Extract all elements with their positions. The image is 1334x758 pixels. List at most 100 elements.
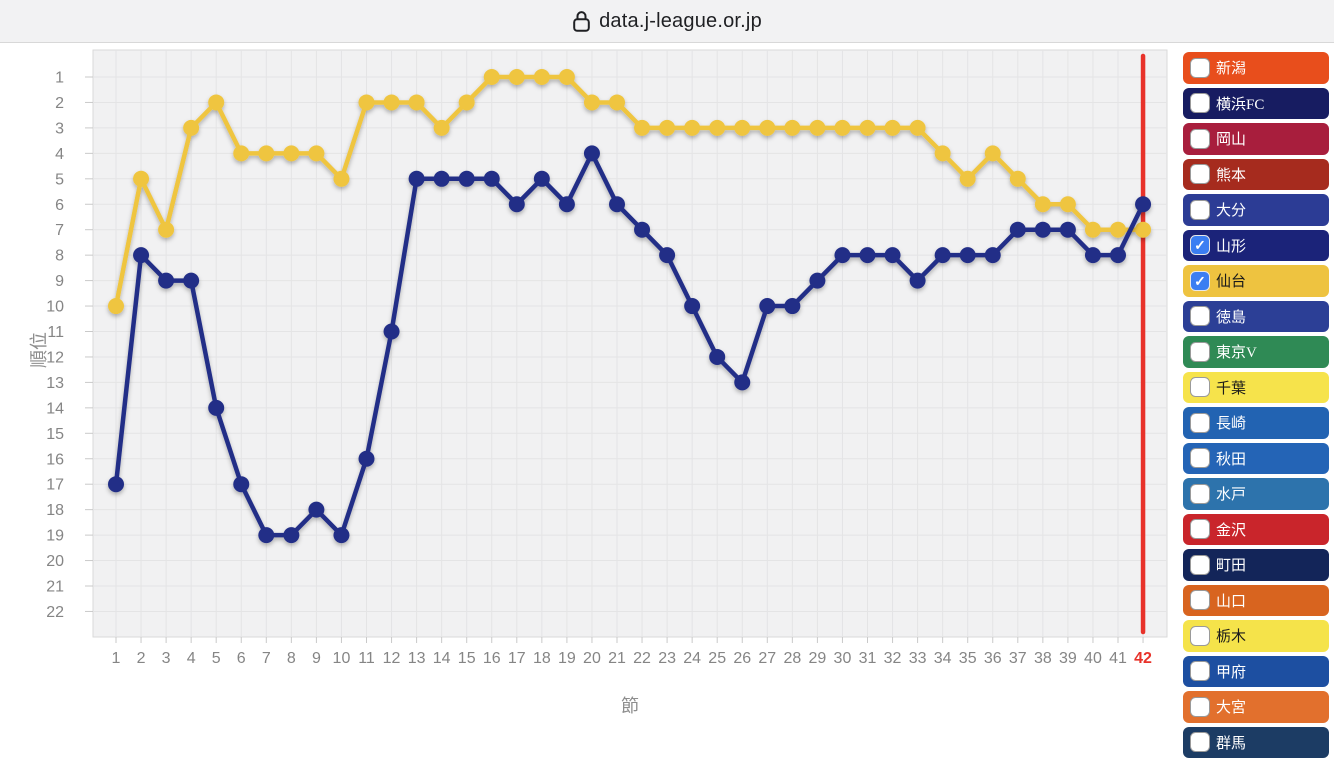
team-checkbox[interactable]: [1190, 590, 1210, 610]
legend-item[interactable]: 岡山: [1183, 123, 1329, 155]
data-point[interactable]: [1135, 196, 1151, 212]
legend-item[interactable]: 熊本: [1183, 159, 1329, 191]
data-point[interactable]: [283, 527, 299, 543]
data-point[interactable]: [409, 94, 425, 110]
data-point[interactable]: [1110, 222, 1126, 238]
data-point[interactable]: [384, 324, 400, 340]
legend-item[interactable]: 町田: [1183, 549, 1329, 581]
data-point[interactable]: [709, 349, 725, 365]
data-point[interactable]: [158, 222, 174, 238]
data-point[interactable]: [809, 120, 825, 136]
data-point[interactable]: [208, 400, 224, 416]
data-point[interactable]: [935, 247, 951, 263]
data-point[interactable]: [1035, 196, 1051, 212]
data-point[interactable]: [834, 120, 850, 136]
legend-item[interactable]: 秋田: [1183, 443, 1329, 475]
legend-item[interactable]: 大宮: [1183, 691, 1329, 723]
data-point[interactable]: [308, 145, 324, 161]
data-point[interactable]: [559, 196, 575, 212]
legend-item[interactable]: 東京V: [1183, 336, 1329, 368]
data-point[interactable]: [1085, 247, 1101, 263]
legend-item[interactable]: 徳島: [1183, 301, 1329, 333]
data-point[interactable]: [885, 120, 901, 136]
browser-address-bar[interactable]: data.j-league.or.jp: [0, 0, 1334, 43]
data-point[interactable]: [734, 374, 750, 390]
data-point[interactable]: [459, 171, 475, 187]
team-checkbox[interactable]: [1190, 129, 1210, 149]
data-point[interactable]: [183, 120, 199, 136]
team-checkbox-checked[interactable]: ✓: [1190, 271, 1210, 291]
data-point[interactable]: [158, 273, 174, 289]
team-checkbox[interactable]: [1190, 342, 1210, 362]
data-point[interactable]: [935, 145, 951, 161]
data-point[interactable]: [960, 171, 976, 187]
data-point[interactable]: [885, 247, 901, 263]
team-checkbox[interactable]: [1190, 519, 1210, 539]
data-point[interactable]: [910, 120, 926, 136]
data-point[interactable]: [133, 247, 149, 263]
data-point[interactable]: [484, 171, 500, 187]
team-checkbox[interactable]: [1190, 661, 1210, 681]
data-point[interactable]: [409, 171, 425, 187]
data-point[interactable]: [258, 527, 274, 543]
data-point[interactable]: [709, 120, 725, 136]
team-checkbox[interactable]: [1190, 413, 1210, 433]
data-point[interactable]: [659, 120, 675, 136]
team-checkbox[interactable]: [1190, 484, 1210, 504]
data-point[interactable]: [759, 120, 775, 136]
data-point[interactable]: [233, 145, 249, 161]
data-point[interactable]: [584, 94, 600, 110]
legend-item[interactable]: 長崎: [1183, 407, 1329, 439]
data-point[interactable]: [233, 476, 249, 492]
team-checkbox[interactable]: [1190, 164, 1210, 184]
data-point[interactable]: [283, 145, 299, 161]
data-point[interactable]: [809, 273, 825, 289]
data-point[interactable]: [584, 145, 600, 161]
data-point[interactable]: [359, 94, 375, 110]
data-point[interactable]: [1010, 171, 1026, 187]
legend-item[interactable]: 大分: [1183, 194, 1329, 226]
data-point[interactable]: [509, 196, 525, 212]
data-point[interactable]: [684, 298, 700, 314]
team-checkbox[interactable]: [1190, 58, 1210, 78]
data-point[interactable]: [258, 145, 274, 161]
data-point[interactable]: [834, 247, 850, 263]
data-point[interactable]: [960, 247, 976, 263]
legend-item[interactable]: 群馬: [1183, 727, 1329, 758]
team-checkbox[interactable]: [1190, 306, 1210, 326]
data-point[interactable]: [784, 298, 800, 314]
data-point[interactable]: [108, 476, 124, 492]
data-point[interactable]: [183, 273, 199, 289]
data-point[interactable]: [133, 171, 149, 187]
legend-item[interactable]: 新潟: [1183, 52, 1329, 84]
data-point[interactable]: [860, 120, 876, 136]
data-point[interactable]: [1060, 222, 1076, 238]
data-point[interactable]: [1135, 222, 1151, 238]
data-point[interactable]: [684, 120, 700, 136]
data-point[interactable]: [734, 120, 750, 136]
data-point[interactable]: [384, 94, 400, 110]
legend-item[interactable]: 甲府: [1183, 656, 1329, 688]
data-point[interactable]: [985, 247, 1001, 263]
data-point[interactable]: [333, 527, 349, 543]
legend-item[interactable]: 山口: [1183, 585, 1329, 617]
data-point[interactable]: [609, 196, 625, 212]
data-point[interactable]: [1085, 222, 1101, 238]
data-point[interactable]: [308, 502, 324, 518]
legend-item[interactable]: ✓仙台: [1183, 265, 1329, 297]
data-point[interactable]: [910, 273, 926, 289]
data-point[interactable]: [1110, 247, 1126, 263]
data-point[interactable]: [434, 171, 450, 187]
data-point[interactable]: [534, 171, 550, 187]
data-point[interactable]: [359, 451, 375, 467]
team-checkbox[interactable]: [1190, 200, 1210, 220]
data-point[interactable]: [609, 94, 625, 110]
data-point[interactable]: [860, 247, 876, 263]
data-point[interactable]: [659, 247, 675, 263]
data-point[interactable]: [434, 120, 450, 136]
legend-item[interactable]: 千葉: [1183, 372, 1329, 404]
data-point[interactable]: [1010, 222, 1026, 238]
legend-item[interactable]: 横浜FC: [1183, 88, 1329, 120]
data-point[interactable]: [208, 94, 224, 110]
